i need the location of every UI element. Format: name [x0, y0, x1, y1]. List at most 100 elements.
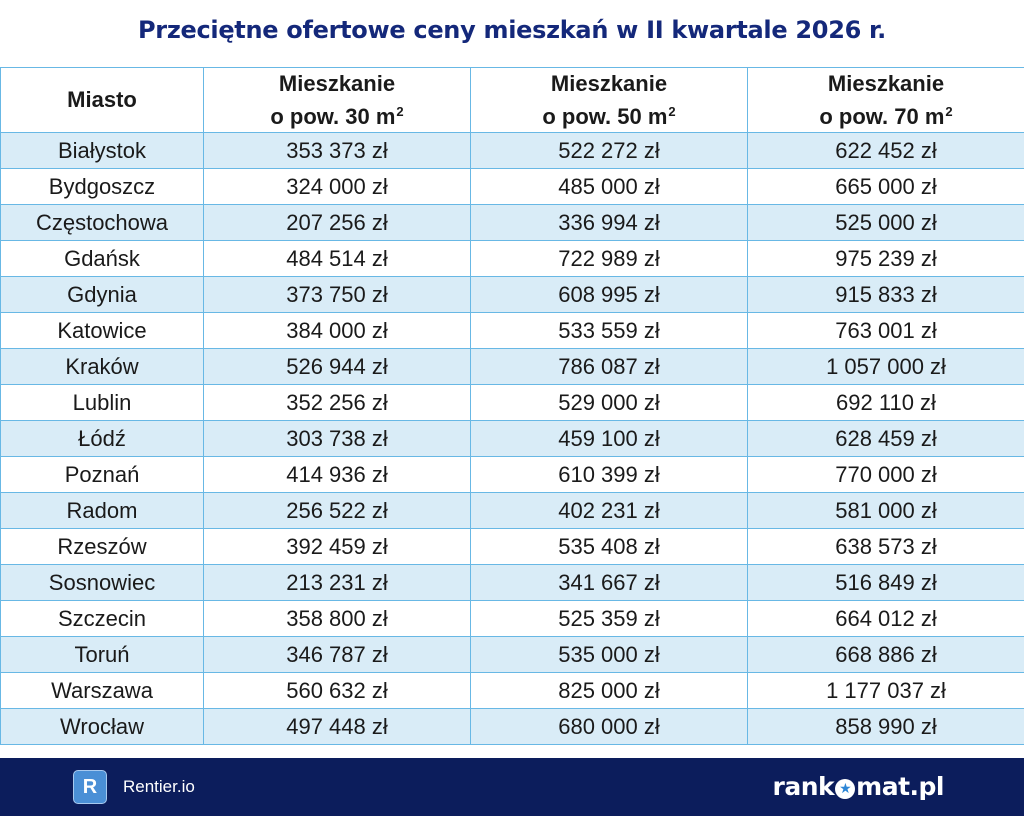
rankomat-star-icon: ★	[835, 779, 856, 799]
header-30m2-sup: 2	[396, 103, 404, 119]
city-cell: Białystok	[0, 132, 204, 169]
rentier-brand-name[interactable]: Rentier.io	[123, 777, 195, 796]
table-header-row: Miasto Mieszkanie o pow. 30 m2 Mieszkani…	[0, 67, 1024, 133]
city-cell: Szczecin	[0, 600, 204, 637]
header-30m2-line2: o pow. 30 m	[270, 103, 396, 129]
header-50m2: Mieszkanie o pow. 50 m2	[470, 67, 748, 133]
price-30-cell: 213 231 zł	[203, 564, 471, 601]
city-cell: Łódź	[0, 420, 204, 457]
city-cell: Radom	[0, 492, 204, 529]
table-row: Rzeszów 392 459 zł 535 408 zł 638 573 zł	[0, 528, 1024, 565]
price-30-cell: 358 800 zł	[203, 600, 471, 637]
price-50-cell: 535 408 zł	[470, 528, 748, 565]
table-row: Katowice 384 000 zł 533 559 zł 763 001 zł	[0, 312, 1024, 349]
price-70-cell: 665 000 zł	[747, 168, 1024, 205]
rankomat-logo[interactable]: rank ★ mat.pl	[772, 770, 945, 804]
price-50-cell: 336 994 zł	[470, 204, 748, 241]
city-cell: Kraków	[0, 348, 204, 385]
header-city: Miasto	[0, 67, 204, 133]
price-70-cell: 1 177 037 zł	[747, 672, 1024, 709]
price-50-cell: 722 989 zł	[470, 240, 748, 277]
header-30m2: Mieszkanie o pow. 30 m2	[203, 67, 471, 133]
city-cell: Bydgoszcz	[0, 168, 204, 205]
table-row: Poznań 414 936 zł 610 399 zł 770 000 zł	[0, 456, 1024, 493]
price-30-cell: 497 448 zł	[203, 708, 471, 745]
header-50m2-line2: o pow. 50 m	[542, 103, 668, 129]
city-cell: Rzeszów	[0, 528, 204, 565]
page-title: Przeciętne ofertowe ceny mieszkań w II k…	[138, 16, 886, 44]
price-70-cell: 622 452 zł	[747, 132, 1024, 169]
table-row: Kraków 526 944 zł 786 087 zł 1 057 000 zł	[0, 348, 1024, 385]
price-50-cell: 608 995 zł	[470, 276, 748, 313]
price-70-cell: 525 000 zł	[747, 204, 1024, 241]
price-70-cell: 638 573 zł	[747, 528, 1024, 565]
header-city-label: Miasto	[67, 87, 137, 112]
rankomat-logo-part2: mat.pl	[856, 772, 944, 801]
price-70-cell: 763 001 zł	[747, 312, 1024, 349]
price-30-cell: 484 514 zł	[203, 240, 471, 277]
table-row: Lublin 352 256 zł 529 000 zł 692 110 zł	[0, 384, 1024, 421]
price-50-cell: 459 100 zł	[470, 420, 748, 457]
price-70-cell: 516 849 zł	[747, 564, 1024, 601]
city-cell: Warszawa	[0, 672, 204, 709]
city-cell: Katowice	[0, 312, 204, 349]
price-50-cell: 825 000 zł	[470, 672, 748, 709]
price-70-cell: 581 000 zł	[747, 492, 1024, 529]
price-50-cell: 535 000 zł	[470, 636, 748, 673]
table-row: Radom 256 522 zł 402 231 zł 581 000 zł	[0, 492, 1024, 529]
city-cell: Lublin	[0, 384, 204, 421]
price-30-cell: 392 459 zł	[203, 528, 471, 565]
city-cell: Gdańsk	[0, 240, 204, 277]
price-30-cell: 414 936 zł	[203, 456, 471, 493]
price-50-cell: 522 272 zł	[470, 132, 748, 169]
price-30-cell: 324 000 zł	[203, 168, 471, 205]
footer-bar: R Rentier.io rank ★ mat.pl	[0, 758, 1024, 816]
city-cell: Poznań	[0, 456, 204, 493]
city-cell: Częstochowa	[0, 204, 204, 241]
table-row: Łódź 303 738 zł 459 100 zł 628 459 zł	[0, 420, 1024, 457]
header-70m2: Mieszkanie o pow. 70 m2	[747, 67, 1024, 133]
price-70-cell: 975 239 zł	[747, 240, 1024, 277]
table-row: Toruń 346 787 zł 535 000 zł 668 886 zł	[0, 636, 1024, 673]
price-50-cell: 533 559 zł	[470, 312, 748, 349]
price-50-cell: 786 087 zł	[470, 348, 748, 385]
price-50-cell: 680 000 zł	[470, 708, 748, 745]
table-row: Gdynia 373 750 zł 608 995 zł 915 833 zł	[0, 276, 1024, 313]
price-50-cell: 525 359 zł	[470, 600, 748, 637]
price-50-cell: 341 667 zł	[470, 564, 748, 601]
price-30-cell: 256 522 zł	[203, 492, 471, 529]
city-cell: Sosnowiec	[0, 564, 204, 601]
price-70-cell: 915 833 zł	[747, 276, 1024, 313]
price-70-cell: 668 886 zł	[747, 636, 1024, 673]
header-30m2-line1: Mieszkanie	[278, 70, 396, 96]
price-30-cell: 373 750 zł	[203, 276, 471, 313]
price-70-cell: 692 110 zł	[747, 384, 1024, 421]
price-30-cell: 207 256 zł	[203, 204, 471, 241]
header-70m2-line1: Mieszkanie	[827, 70, 945, 96]
price-50-cell: 529 000 zł	[470, 384, 748, 421]
price-50-cell: 485 000 zł	[470, 168, 748, 205]
city-cell: Wrocław	[0, 708, 204, 745]
price-30-cell: 352 256 zł	[203, 384, 471, 421]
header-50m2-sup: 2	[668, 103, 676, 119]
price-50-cell: 402 231 zł	[470, 492, 748, 529]
price-30-cell: 560 632 zł	[203, 672, 471, 709]
price-70-cell: 628 459 zł	[747, 420, 1024, 457]
price-70-cell: 664 012 zł	[747, 600, 1024, 637]
price-70-cell: 858 990 zł	[747, 708, 1024, 745]
price-70-cell: 770 000 zł	[747, 456, 1024, 493]
table-row: Bydgoszcz 324 000 zł 485 000 zł 665 000 zł	[0, 168, 1024, 205]
table-row: Białystok 353 373 zł 522 272 zł 622 452 zł	[0, 132, 1024, 169]
table-row: Częstochowa 207 256 zł 336 994 zł 525 000 z…	[0, 204, 1024, 241]
price-30-cell: 353 373 zł	[203, 132, 471, 169]
price-30-cell: 384 000 zł	[203, 312, 471, 349]
price-table: Miasto Mieszkanie o pow. 30 m2 Mieszkani…	[0, 67, 1024, 745]
table-row: Warszawa 560 632 zł 825 000 zł 1 177 037 zł	[0, 672, 1024, 709]
rankomat-logo-part1: rank	[772, 772, 835, 801]
price-30-cell: 346 787 zł	[203, 636, 471, 673]
city-cell: Toruń	[0, 636, 204, 673]
price-30-cell: 526 944 zł	[203, 348, 471, 385]
price-70-cell: 1 057 000 zł	[747, 348, 1024, 385]
price-50-cell: 610 399 zł	[470, 456, 748, 493]
rentier-logo-icon[interactable]: R	[73, 770, 107, 804]
